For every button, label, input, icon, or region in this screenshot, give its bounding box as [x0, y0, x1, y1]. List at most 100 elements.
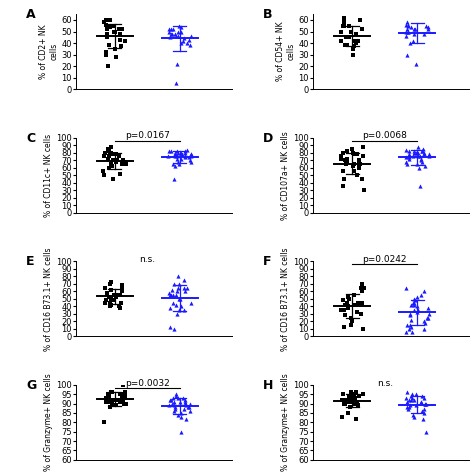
Point	[187, 150, 195, 158]
Point	[186, 42, 194, 49]
Point	[107, 286, 115, 293]
Point	[119, 396, 127, 404]
Point	[341, 311, 348, 319]
Point	[180, 276, 188, 284]
Point	[187, 150, 195, 158]
Point	[183, 146, 191, 154]
Point	[402, 32, 410, 40]
Point	[420, 149, 428, 156]
Point	[350, 43, 357, 50]
Point	[105, 391, 113, 398]
Point	[420, 318, 428, 325]
Point	[421, 319, 429, 327]
Point	[109, 175, 117, 183]
Point	[106, 299, 113, 306]
Point	[104, 289, 111, 297]
Point	[345, 22, 353, 29]
Point	[342, 160, 350, 168]
Point	[406, 396, 413, 404]
Point	[350, 160, 358, 168]
Point	[185, 154, 193, 161]
Point	[168, 286, 175, 293]
Point	[177, 409, 184, 417]
Point	[116, 304, 123, 311]
Point	[407, 392, 415, 400]
Point	[108, 279, 115, 286]
Point	[118, 284, 126, 292]
Point	[357, 284, 365, 292]
Point	[173, 152, 181, 160]
Point	[174, 284, 182, 292]
Point	[420, 325, 428, 333]
Point	[166, 323, 173, 331]
Point	[113, 156, 121, 164]
Point	[405, 150, 412, 158]
Point	[172, 153, 179, 160]
Point	[349, 45, 356, 53]
Point	[105, 153, 113, 160]
Point	[179, 150, 186, 158]
Point	[166, 396, 174, 404]
Point	[354, 299, 362, 306]
Point	[108, 400, 116, 408]
Point	[102, 51, 110, 58]
Point	[414, 306, 422, 314]
Point	[174, 411, 182, 419]
Point	[347, 314, 355, 321]
Point	[352, 39, 360, 47]
Point	[180, 35, 188, 42]
Point	[102, 394, 109, 402]
Point	[344, 293, 351, 301]
Y-axis label: % of CD2+ NK
cells: % of CD2+ NK cells	[39, 24, 58, 79]
Point	[354, 401, 362, 409]
Text: p=0.0242: p=0.0242	[363, 255, 407, 264]
Point	[111, 45, 119, 53]
Point	[177, 302, 184, 310]
Point	[167, 291, 175, 299]
Point	[411, 26, 419, 33]
Point	[111, 27, 119, 35]
Point	[407, 323, 415, 331]
Point	[174, 273, 182, 280]
Point	[405, 27, 412, 35]
Point	[119, 156, 127, 164]
Point	[404, 27, 412, 35]
Point	[349, 51, 356, 58]
Point	[107, 160, 115, 168]
Point	[410, 30, 418, 37]
Point	[116, 36, 123, 43]
Point	[173, 310, 181, 318]
Point	[402, 21, 410, 28]
Point	[178, 413, 185, 420]
Point	[343, 158, 350, 165]
Point	[169, 160, 176, 168]
Point	[410, 147, 418, 155]
Point	[180, 306, 188, 314]
Point	[346, 394, 354, 402]
Point	[402, 394, 410, 402]
Point	[403, 403, 411, 411]
Point	[113, 401, 120, 409]
Point	[339, 296, 347, 304]
Point	[169, 30, 176, 37]
Point	[341, 42, 349, 49]
Point	[182, 400, 189, 408]
Point	[404, 405, 411, 413]
Point	[115, 302, 123, 310]
Point	[172, 291, 180, 299]
Point	[175, 160, 183, 168]
Point	[173, 147, 180, 155]
Point	[121, 158, 129, 165]
Point	[413, 302, 421, 310]
Point	[172, 30, 179, 37]
Point	[115, 26, 123, 33]
Point	[181, 154, 189, 161]
Point	[103, 30, 111, 37]
Point	[402, 328, 410, 336]
Point	[110, 22, 118, 29]
Point	[359, 153, 367, 160]
Point	[343, 299, 350, 306]
Point	[177, 428, 185, 436]
Point	[185, 403, 192, 411]
Point	[118, 396, 126, 404]
